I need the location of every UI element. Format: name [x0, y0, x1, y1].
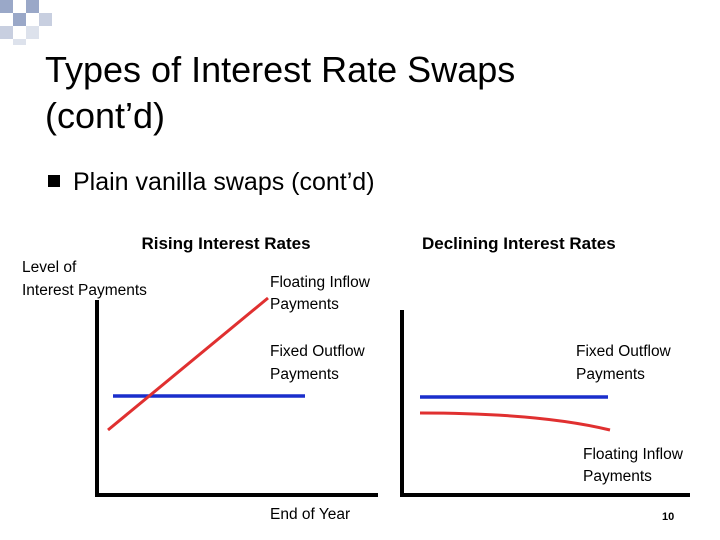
fixed-label: Payments	[576, 366, 645, 383]
axis-label: Level of	[22, 259, 77, 276]
axes	[400, 310, 690, 497]
floating-label: Floating Inflow	[583, 446, 684, 463]
fixed-label: Payments	[270, 366, 339, 383]
fixed-label: Fixed Outflow	[270, 343, 366, 360]
panel-heading: Rising Interest Rates	[141, 234, 310, 253]
floating-line	[107, 296, 269, 432]
bullet-text: Plain vanilla swaps (cont’d)	[73, 168, 375, 196]
title-line: Types of Interest Rate Swaps	[45, 49, 515, 90]
floating-label: Payments	[270, 296, 339, 313]
fixed-label: Fixed Outflow	[576, 343, 672, 360]
floating-label: Floating Inflow	[270, 274, 371, 291]
floating-line	[419, 411, 611, 432]
x-label: End of Year	[270, 506, 350, 523]
panel-heading: Declining Interest Rates	[422, 234, 616, 253]
corner-decoration	[0, 0, 52, 45]
floating-label: Payments	[583, 468, 652, 485]
axis-label: Interest Payments	[22, 282, 147, 299]
title-line: (cont’d)	[45, 95, 165, 136]
bullet-marker	[48, 175, 60, 187]
page-number: 10	[662, 511, 674, 523]
axes	[95, 300, 378, 497]
